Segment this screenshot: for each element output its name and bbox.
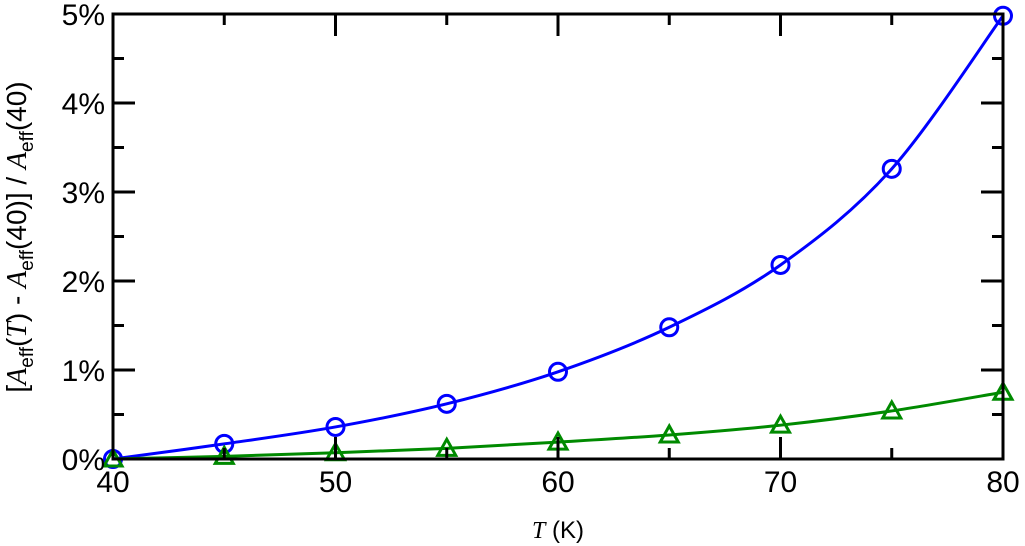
data-point-triangle — [212, 444, 236, 465]
plot-frame — [111, 12, 1005, 461]
y-tick-label: 4% — [62, 88, 105, 121]
data-point-triangle — [880, 398, 904, 420]
data-point-circle — [325, 416, 346, 437]
y-tick-label: 5% — [62, 0, 105, 32]
data-point-circle — [436, 393, 457, 414]
tick-labels: 40 50 60 70 80 0% 1% 2% 3% 4% 5% — [62, 0, 1020, 499]
y-tick-label: 3% — [62, 177, 105, 210]
data-point-triangle — [657, 422, 681, 444]
y-tick-label: 2% — [62, 266, 105, 299]
axis-ticks — [111, 12, 1005, 461]
data-point-circle — [659, 317, 680, 338]
x-axis-label: T (K) — [532, 517, 584, 544]
x-tick-label: 70 — [764, 466, 797, 499]
x-tick-label: 60 — [541, 466, 574, 499]
series-line-circles — [112, 14, 1005, 461]
x-tick-label: 50 — [319, 466, 352, 499]
plot-marks — [101, 5, 1015, 469]
x-tick-label: 80 — [986, 466, 1019, 499]
y-tick-label: 0% — [62, 444, 105, 477]
y-tick-label: 1% — [62, 355, 105, 388]
y-axis-label: [Aeff(T) - Aeff(40)] / Aeff(40) — [1, 81, 38, 392]
data-point-triangle — [768, 413, 793, 434]
x-tick-label: 40 — [96, 466, 129, 499]
data-point-circle — [881, 158, 902, 179]
data-point-circle — [548, 361, 568, 382]
data-point-circle — [770, 254, 791, 275]
